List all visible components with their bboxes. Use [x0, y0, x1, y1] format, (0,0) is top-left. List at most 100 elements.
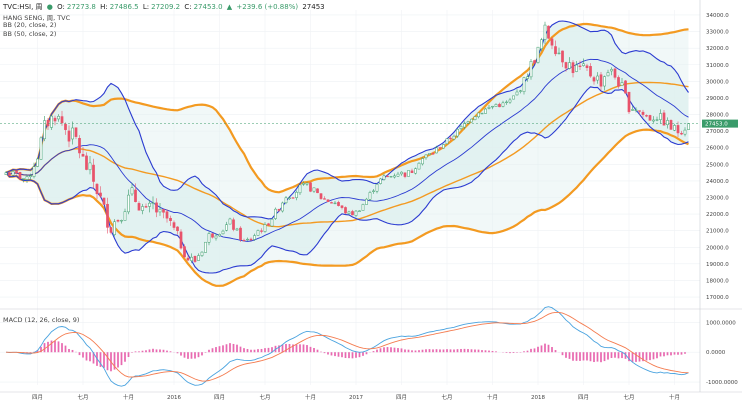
candle-body	[32, 166, 36, 177]
price-tick-label: 24000.0	[706, 179, 729, 185]
candle-body	[358, 210, 361, 212]
candle-body	[375, 183, 379, 192]
candle-body	[81, 154, 85, 157]
last-value: 27453	[302, 3, 325, 11]
candle-body	[344, 207, 347, 214]
candle-body	[501, 102, 505, 107]
candle-body	[652, 119, 655, 122]
arrow-up-icon: ▲	[226, 3, 233, 11]
candle-body	[67, 130, 71, 142]
candle-body	[228, 218, 232, 225]
macd-legend[interactable]: MACD (12, 26, close, 9)	[3, 316, 80, 324]
candle-body	[312, 187, 316, 192]
candle-body	[225, 224, 228, 231]
candle-body	[53, 117, 57, 122]
price-tick-label: 21000.0	[706, 229, 729, 235]
candle-body	[624, 80, 627, 94]
time-tick-label: 七月	[441, 393, 452, 401]
candle-body	[232, 219, 235, 230]
candle-body	[627, 91, 631, 113]
candle-body	[39, 137, 43, 160]
candle-body	[130, 187, 134, 195]
price-tick-label: 34000.0	[706, 13, 729, 19]
bb20-basis	[5, 58, 689, 242]
candle-body	[123, 211, 127, 221]
candle-body	[326, 199, 330, 203]
bb20-legend[interactable]: BB (20, close, 2)	[3, 21, 57, 29]
price-tick-label: 31000.0	[706, 63, 729, 69]
candle-body	[400, 171, 403, 175]
candle-body	[169, 217, 172, 221]
candle-body	[578, 65, 582, 67]
candle-body	[550, 38, 554, 46]
candle-body	[319, 193, 323, 199]
candle-body	[281, 202, 284, 212]
candle-body	[162, 209, 165, 213]
bb20-upper	[5, 20, 689, 220]
candle-body	[95, 183, 99, 195]
time-tick-label: 七月	[77, 393, 88, 401]
candle-body	[382, 175, 386, 180]
candle-body	[116, 220, 120, 222]
series-title[interactable]: HANG SENG, 周, TVC	[3, 14, 71, 22]
candle-body	[190, 256, 193, 261]
candle-body	[309, 182, 312, 192]
candle-body	[676, 125, 680, 134]
price-tick-label: 32000.0	[706, 46, 729, 52]
time-tick-label: 十月	[669, 393, 680, 401]
candle-body	[445, 138, 449, 145]
candle-body	[295, 191, 298, 198]
candle-body	[102, 197, 106, 205]
candle-body	[592, 77, 596, 82]
price-tick-label: 18000.0	[706, 278, 729, 284]
candle-body	[197, 255, 200, 261]
candle-body	[179, 231, 183, 249]
candle-body	[361, 204, 365, 211]
candle-body	[393, 175, 396, 178]
candle-body	[211, 233, 214, 238]
price-tick-label: 27000.0	[706, 129, 729, 135]
candle-body	[60, 116, 64, 124]
time-tick-label: 2018	[531, 395, 545, 401]
candle-body	[260, 230, 263, 232]
macd-tick-label: 0.0000	[706, 350, 726, 356]
candle-body	[508, 99, 512, 103]
last-price-tag	[702, 119, 738, 128]
candle-body	[29, 175, 32, 177]
candle-body	[613, 68, 617, 78]
candle-body	[267, 223, 270, 226]
bb50-legend[interactable]: BB (50, close, 2)	[3, 30, 57, 38]
candle-body	[242, 239, 246, 242]
high-label: H:	[100, 3, 108, 11]
time-tick-label: 十月	[305, 393, 316, 401]
candle-body	[277, 208, 281, 211]
candle-body	[386, 175, 389, 178]
candle-body	[414, 168, 417, 174]
candle-body	[435, 147, 438, 154]
candle-body	[687, 123, 690, 130]
candle-body	[659, 113, 662, 120]
price-tick-label: 23000.0	[706, 195, 729, 201]
candle-body	[410, 170, 414, 174]
candle-body	[18, 172, 22, 179]
candle-body	[620, 82, 624, 86]
candle-body	[526, 76, 529, 79]
candle-body	[141, 206, 144, 211]
candle-body	[340, 205, 344, 208]
bb50-lower	[5, 128, 689, 287]
header-row: TVC:HSI, 周 ● O: 27273.8 H: 27486.5 L: 27209…	[3, 2, 327, 12]
candle-body	[522, 77, 526, 92]
candle-body	[204, 241, 207, 253]
candle-body	[662, 112, 666, 126]
candle-body	[683, 129, 687, 135]
candle-body	[585, 65, 589, 68]
close-label: C:	[184, 3, 192, 11]
candle-body	[4, 172, 8, 175]
candle-body	[71, 127, 74, 140]
candle-body	[274, 208, 277, 219]
candle-body	[354, 210, 358, 216]
candle-body	[36, 158, 39, 167]
candle-body	[403, 172, 407, 177]
candle-body	[337, 202, 340, 206]
